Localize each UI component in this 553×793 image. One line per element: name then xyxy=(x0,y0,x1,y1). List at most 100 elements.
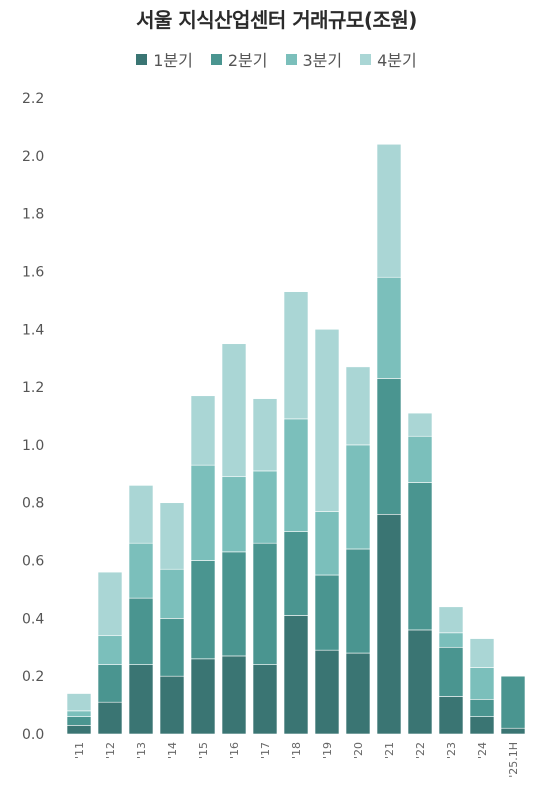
bar-segment-q1 xyxy=(66,725,92,735)
bar-segment-q1 xyxy=(283,615,309,735)
bar-segment-q3 xyxy=(252,470,278,544)
x-tick-label: '22 xyxy=(414,742,427,759)
x-tick-label: '14 xyxy=(166,742,179,759)
bar-segment-q1 xyxy=(376,513,402,735)
bar-segment-q1 xyxy=(345,652,371,735)
y-tick-label: 1.8 xyxy=(22,207,44,223)
bar-segment-q3 xyxy=(221,476,247,553)
bar-segment-q2 xyxy=(159,618,185,677)
bar-segment-q2 xyxy=(376,378,402,515)
x-tick-label: '25.1H xyxy=(507,742,520,778)
legend-item-q3: 3분기 xyxy=(285,47,343,71)
legend-label-q3: 3분기 xyxy=(302,51,343,70)
chart-title: 서울 지식산업센터 거래규모(조원) xyxy=(136,8,417,32)
x-tick-label: '19 xyxy=(321,742,334,759)
y-tick-label: 0.2 xyxy=(22,669,44,685)
x-tick-label: '12 xyxy=(104,742,117,759)
x-tick-label: '24 xyxy=(476,742,489,759)
bar-segment-q3 xyxy=(469,667,495,700)
y-tick-label: 0.4 xyxy=(22,611,44,627)
legend-swatch-q3 xyxy=(285,53,297,65)
bar-segment-q4 xyxy=(283,291,309,420)
legend-item-q4: 4분기 xyxy=(360,47,417,71)
legend-swatch-q4 xyxy=(360,53,372,65)
bar-segment-q4 xyxy=(438,606,464,634)
bar-segment-q2 xyxy=(283,531,309,616)
legend-label-q1: 1분기 xyxy=(153,51,193,70)
bar-segment-q1 xyxy=(190,658,216,735)
y-tick-label: 0.6 xyxy=(22,554,44,570)
bars-group xyxy=(66,143,526,735)
y-tick-label: 2.0 xyxy=(22,149,44,165)
legend-item-q1: 1분기 xyxy=(136,47,193,71)
bar-segment-q1 xyxy=(252,664,278,735)
y-tick-label: 0.8 xyxy=(22,496,44,512)
bar-segment-q1 xyxy=(221,655,247,735)
y-tick-label: 1.0 xyxy=(22,438,44,454)
bar-segment-q4 xyxy=(252,398,278,472)
bar-segment-q3 xyxy=(97,635,123,665)
x-tick-label: '18 xyxy=(290,742,303,759)
bar-segment-q2 xyxy=(66,716,92,726)
bar-segment-q2 xyxy=(500,675,526,729)
bar-segment-q4 xyxy=(128,485,154,544)
legend-item-q2: 2분기 xyxy=(210,47,268,71)
bar-segment-q3 xyxy=(376,276,402,379)
bar-segment-q4 xyxy=(221,343,247,478)
x-tick-label: '20 xyxy=(352,742,365,759)
x-tick-label: '23 xyxy=(445,742,458,759)
x-tick-label: '11 xyxy=(73,742,86,759)
bar-segment-q4 xyxy=(314,328,340,512)
bar-segment-q3 xyxy=(66,710,92,717)
y-axis: 0.0 0.2 0.4 0.6 0.8 1.0 1.2 1.4 1.6 1.8 2.0 2.2 xyxy=(22,91,44,743)
x-tick-label: '13 xyxy=(135,742,148,759)
bar-segment-q1 xyxy=(97,701,123,735)
x-tick-label: '17 xyxy=(259,742,272,759)
x-tick-label: '21 xyxy=(383,742,396,759)
bar-segment-q4 xyxy=(190,395,216,466)
bar-segment-q2 xyxy=(314,574,340,651)
y-tick-label: 2.2 xyxy=(22,91,44,107)
x-tick-label: '16 xyxy=(228,742,241,759)
bar-segment-q1 xyxy=(438,696,464,735)
bar-segment-q2 xyxy=(345,548,371,654)
bar-segment-q3 xyxy=(190,464,216,561)
bar-segment-q4 xyxy=(97,571,123,637)
legend-swatch-q1 xyxy=(136,53,148,65)
legend-label-q4: 4분기 xyxy=(377,51,417,70)
bar-segment-q4 xyxy=(376,143,402,278)
bar-segment-q2 xyxy=(469,699,495,717)
y-tick-label: 1.6 xyxy=(22,264,44,280)
bar-segment-q3 xyxy=(283,418,309,532)
bar-segment-q2 xyxy=(438,646,464,697)
bar-segment-q3 xyxy=(128,542,154,599)
bar-segment-q1 xyxy=(407,629,433,735)
bar-segment-q1 xyxy=(128,664,154,735)
bar-segment-q1 xyxy=(500,727,526,735)
bar-segment-q3 xyxy=(345,444,371,550)
bar-segment-q3 xyxy=(407,435,433,483)
bar-segment-q3 xyxy=(159,568,185,619)
legend-label-q2: 2분기 xyxy=(227,51,268,70)
bar-segment-q2 xyxy=(407,482,433,631)
bar-segment-q2 xyxy=(97,664,123,703)
bar-segment-q1 xyxy=(314,649,340,735)
chart-legend: 1분기 2분기 3분기 4분기 xyxy=(0,47,553,71)
bar-segment-q1 xyxy=(159,675,185,735)
bar-segment-q3 xyxy=(314,511,340,576)
bar-segment-q4 xyxy=(345,366,371,446)
bar-segment-q2 xyxy=(128,597,154,665)
bar-segment-q4 xyxy=(469,638,495,668)
bar-segment-q1 xyxy=(469,716,495,735)
x-axis: '11 '12 '13 '14 '15 '16 '17 '18 '19 '20 '21 '22 '23 '… xyxy=(73,742,520,778)
y-tick-label: 1.2 xyxy=(22,380,44,396)
bar-segment-q4 xyxy=(159,502,185,570)
bar-segment-q3 xyxy=(438,632,464,648)
legend-swatch-q2 xyxy=(210,53,222,65)
y-tick-label: 0.0 xyxy=(22,727,44,743)
bar-segment-q4 xyxy=(66,693,92,712)
bar-segment-q2 xyxy=(252,542,278,665)
x-tick-label: '15 xyxy=(197,742,210,759)
bar-segment-q4 xyxy=(407,412,433,437)
